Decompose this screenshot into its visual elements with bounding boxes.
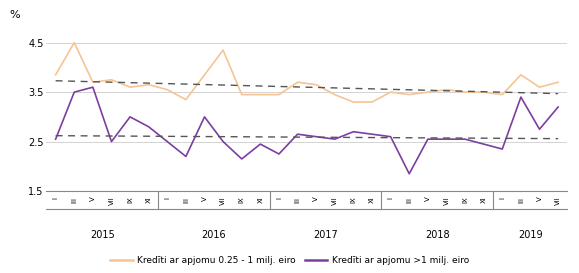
Text: VII: VII bbox=[108, 197, 115, 205]
Text: XI: XI bbox=[146, 197, 152, 203]
Text: 2016: 2016 bbox=[201, 230, 226, 240]
Text: V: V bbox=[201, 197, 207, 201]
Legend: Kredīti ar apjomu 0.25 - 1 milj. eiro, Kredīti ar apjomu >1 milj. eiro: Kredīti ar apjomu 0.25 - 1 milj. eiro, K… bbox=[107, 252, 472, 268]
Text: IX: IX bbox=[239, 197, 245, 203]
Text: XI: XI bbox=[369, 197, 375, 203]
Text: V: V bbox=[425, 197, 431, 201]
Text: I: I bbox=[387, 197, 394, 199]
Text: III: III bbox=[71, 197, 77, 203]
Text: III: III bbox=[183, 197, 189, 203]
Text: VII: VII bbox=[332, 197, 338, 205]
Text: IX: IX bbox=[462, 197, 468, 203]
Text: V: V bbox=[537, 197, 543, 201]
Text: III: III bbox=[295, 197, 301, 203]
Text: 2018: 2018 bbox=[425, 230, 449, 240]
Text: I: I bbox=[276, 197, 282, 199]
Text: I: I bbox=[53, 197, 58, 199]
Text: III: III bbox=[518, 197, 524, 203]
Text: III: III bbox=[406, 197, 412, 203]
Text: V: V bbox=[313, 197, 319, 201]
Text: V: V bbox=[90, 197, 96, 201]
Text: 2015: 2015 bbox=[90, 230, 115, 240]
Text: XI: XI bbox=[481, 197, 487, 203]
Text: IX: IX bbox=[127, 197, 133, 203]
Text: VII: VII bbox=[444, 197, 449, 205]
Text: %: % bbox=[10, 10, 20, 20]
Text: 2017: 2017 bbox=[313, 230, 338, 240]
Text: IX: IX bbox=[350, 197, 357, 203]
Text: VII: VII bbox=[220, 197, 226, 205]
Text: VII: VII bbox=[555, 197, 561, 205]
Text: XI: XI bbox=[257, 197, 263, 203]
Text: I: I bbox=[499, 197, 505, 199]
Text: I: I bbox=[164, 197, 170, 199]
Text: 2019: 2019 bbox=[518, 230, 543, 240]
